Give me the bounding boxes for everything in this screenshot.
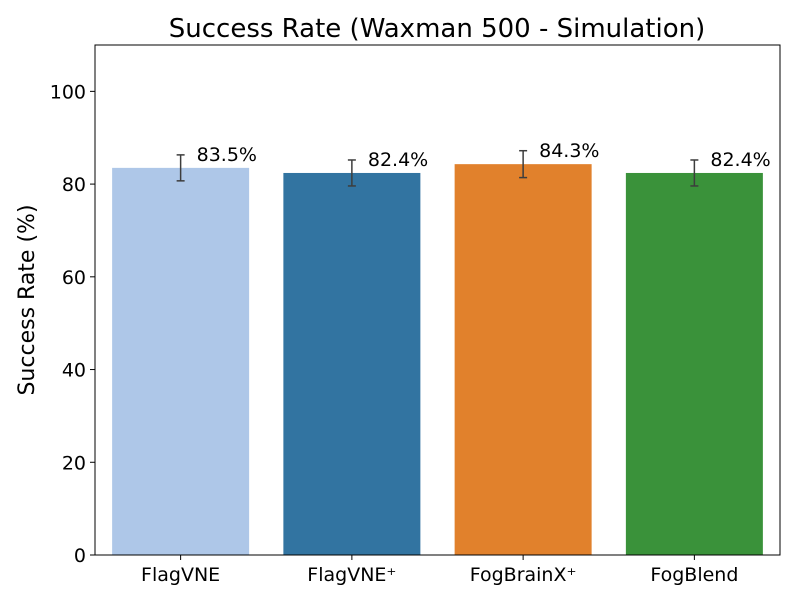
chart-title: Success Rate (Waxman 500 - Simulation) <box>169 14 706 44</box>
y-tick-label: 0 <box>74 545 86 567</box>
bar <box>625 172 763 556</box>
y-tick-label: 40 <box>62 360 86 382</box>
bar <box>112 167 250 555</box>
data-label: 84.3% <box>539 140 599 162</box>
y-axis-label: Success Rate (%) <box>15 204 40 395</box>
y-tick-label: 100 <box>50 81 86 103</box>
y-tick-label: 60 <box>62 267 86 289</box>
x-tick-label: FlagVNE <box>141 564 220 586</box>
x-tick-label: FlagVNE⁺ <box>307 564 396 586</box>
plot-area: 0 20 40 60 80 100 83.5% FlagVNE 82.4% FlagVNE⁺ 84.… <box>50 81 771 586</box>
y-tick-label: 80 <box>62 174 86 196</box>
x-tick-label: FogBlend <box>650 564 738 586</box>
bar <box>283 172 421 556</box>
bar <box>454 164 592 555</box>
plot-frame <box>94 44 781 556</box>
y-tick-label: 20 <box>62 452 86 474</box>
x-tick-label: FogBrainX⁺ <box>470 564 577 586</box>
data-label: 82.4% <box>368 149 428 171</box>
data-label: 82.4% <box>710 149 770 171</box>
data-label: 83.5% <box>197 144 257 166</box>
